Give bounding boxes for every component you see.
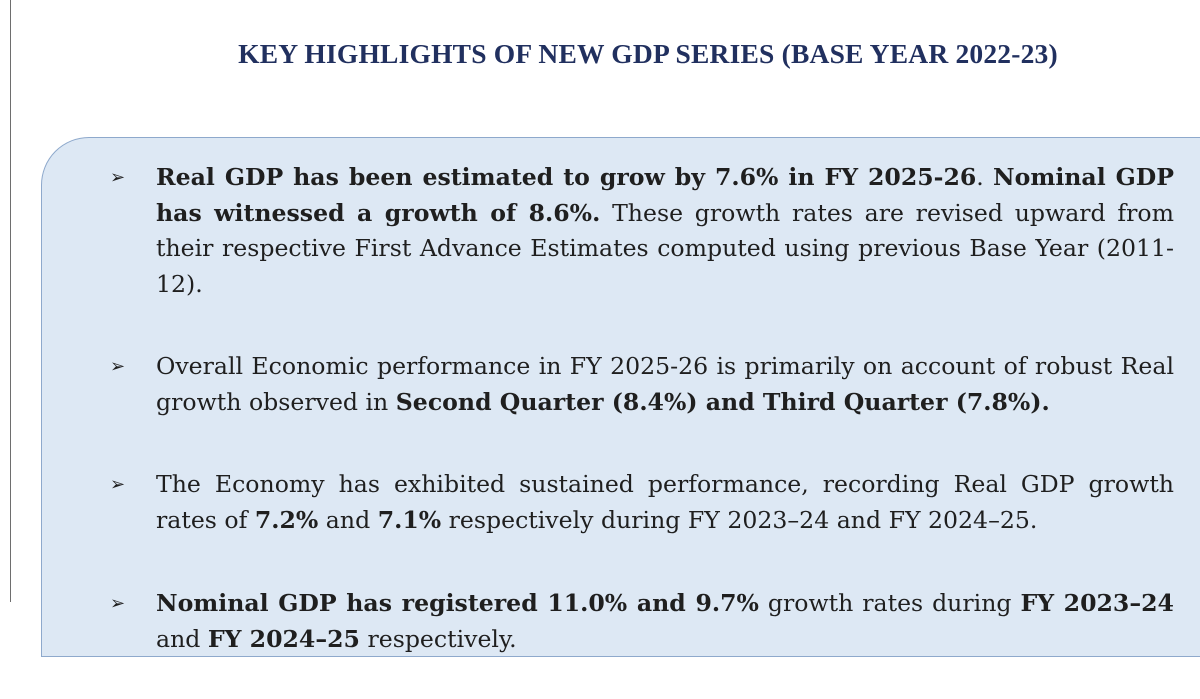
bold-text: Real GDP has been estimated to grow by 7… <box>156 163 977 191</box>
bold-text: Second Quarter (8.4%) and Third Quarter … <box>395 387 1050 416</box>
highlights-box <box>41 137 1200 657</box>
plain-text: growth rates during <box>758 589 1021 617</box>
arrow-bullet-icon: ➢ <box>110 474 126 495</box>
plain-text: These growth rates are revised upward fr… <box>156 198 1174 298</box>
plain-text: respectively. <box>359 624 517 653</box>
plain-text: The Economy has exhibited sustained perf… <box>156 470 1174 534</box>
highlights-list: ➢ Real GDP has been estimated to grow by … <box>110 160 1174 699</box>
plain-text: and <box>156 624 208 653</box>
bold-text: 7.1% <box>377 505 442 534</box>
arrow-bullet-icon: ➢ <box>110 167 126 188</box>
arrow-bullet-icon: ➢ <box>110 593 126 614</box>
highlight-item-nominal-gdp: ➢ Nominal GDP has registered 11.0% and 9.… <box>110 586 1174 657</box>
bold-text: FY 2023–24 <box>1020 589 1174 617</box>
bold-text: 7.2% <box>254 505 319 534</box>
bold-text: FY 2024–25 <box>207 624 360 653</box>
bold-text: Nominal GDP has witnessed a growth of 8.… <box>156 163 1174 227</box>
page-left-border <box>10 0 11 602</box>
arrow-bullet-icon: ➢ <box>110 356 126 377</box>
plain-text: Overall Economic performance in FY 2025-… <box>156 352 1174 416</box>
plain-text: . <box>976 163 994 191</box>
highlight-item-quarterly-growth: ➢ Overall Economic performance in FY 2025… <box>110 349 1174 420</box>
highlight-item-real-gdp: ➢ Real GDP has been estimated to grow by … <box>110 160 1174 302</box>
highlight-item-sustained-performance: ➢ The Economy has exhibited sustained per… <box>110 467 1174 538</box>
plain-text: and <box>318 505 378 534</box>
plain-text: respectively during FY 2023–24 and FY 20… <box>441 505 1038 534</box>
page-title: KEY HIGHLIGHTS OF NEW GDP SERIES (BASE Y… <box>238 38 1058 69</box>
bold-text: Nominal GDP has registered 11.0% and 9.7… <box>156 589 759 617</box>
